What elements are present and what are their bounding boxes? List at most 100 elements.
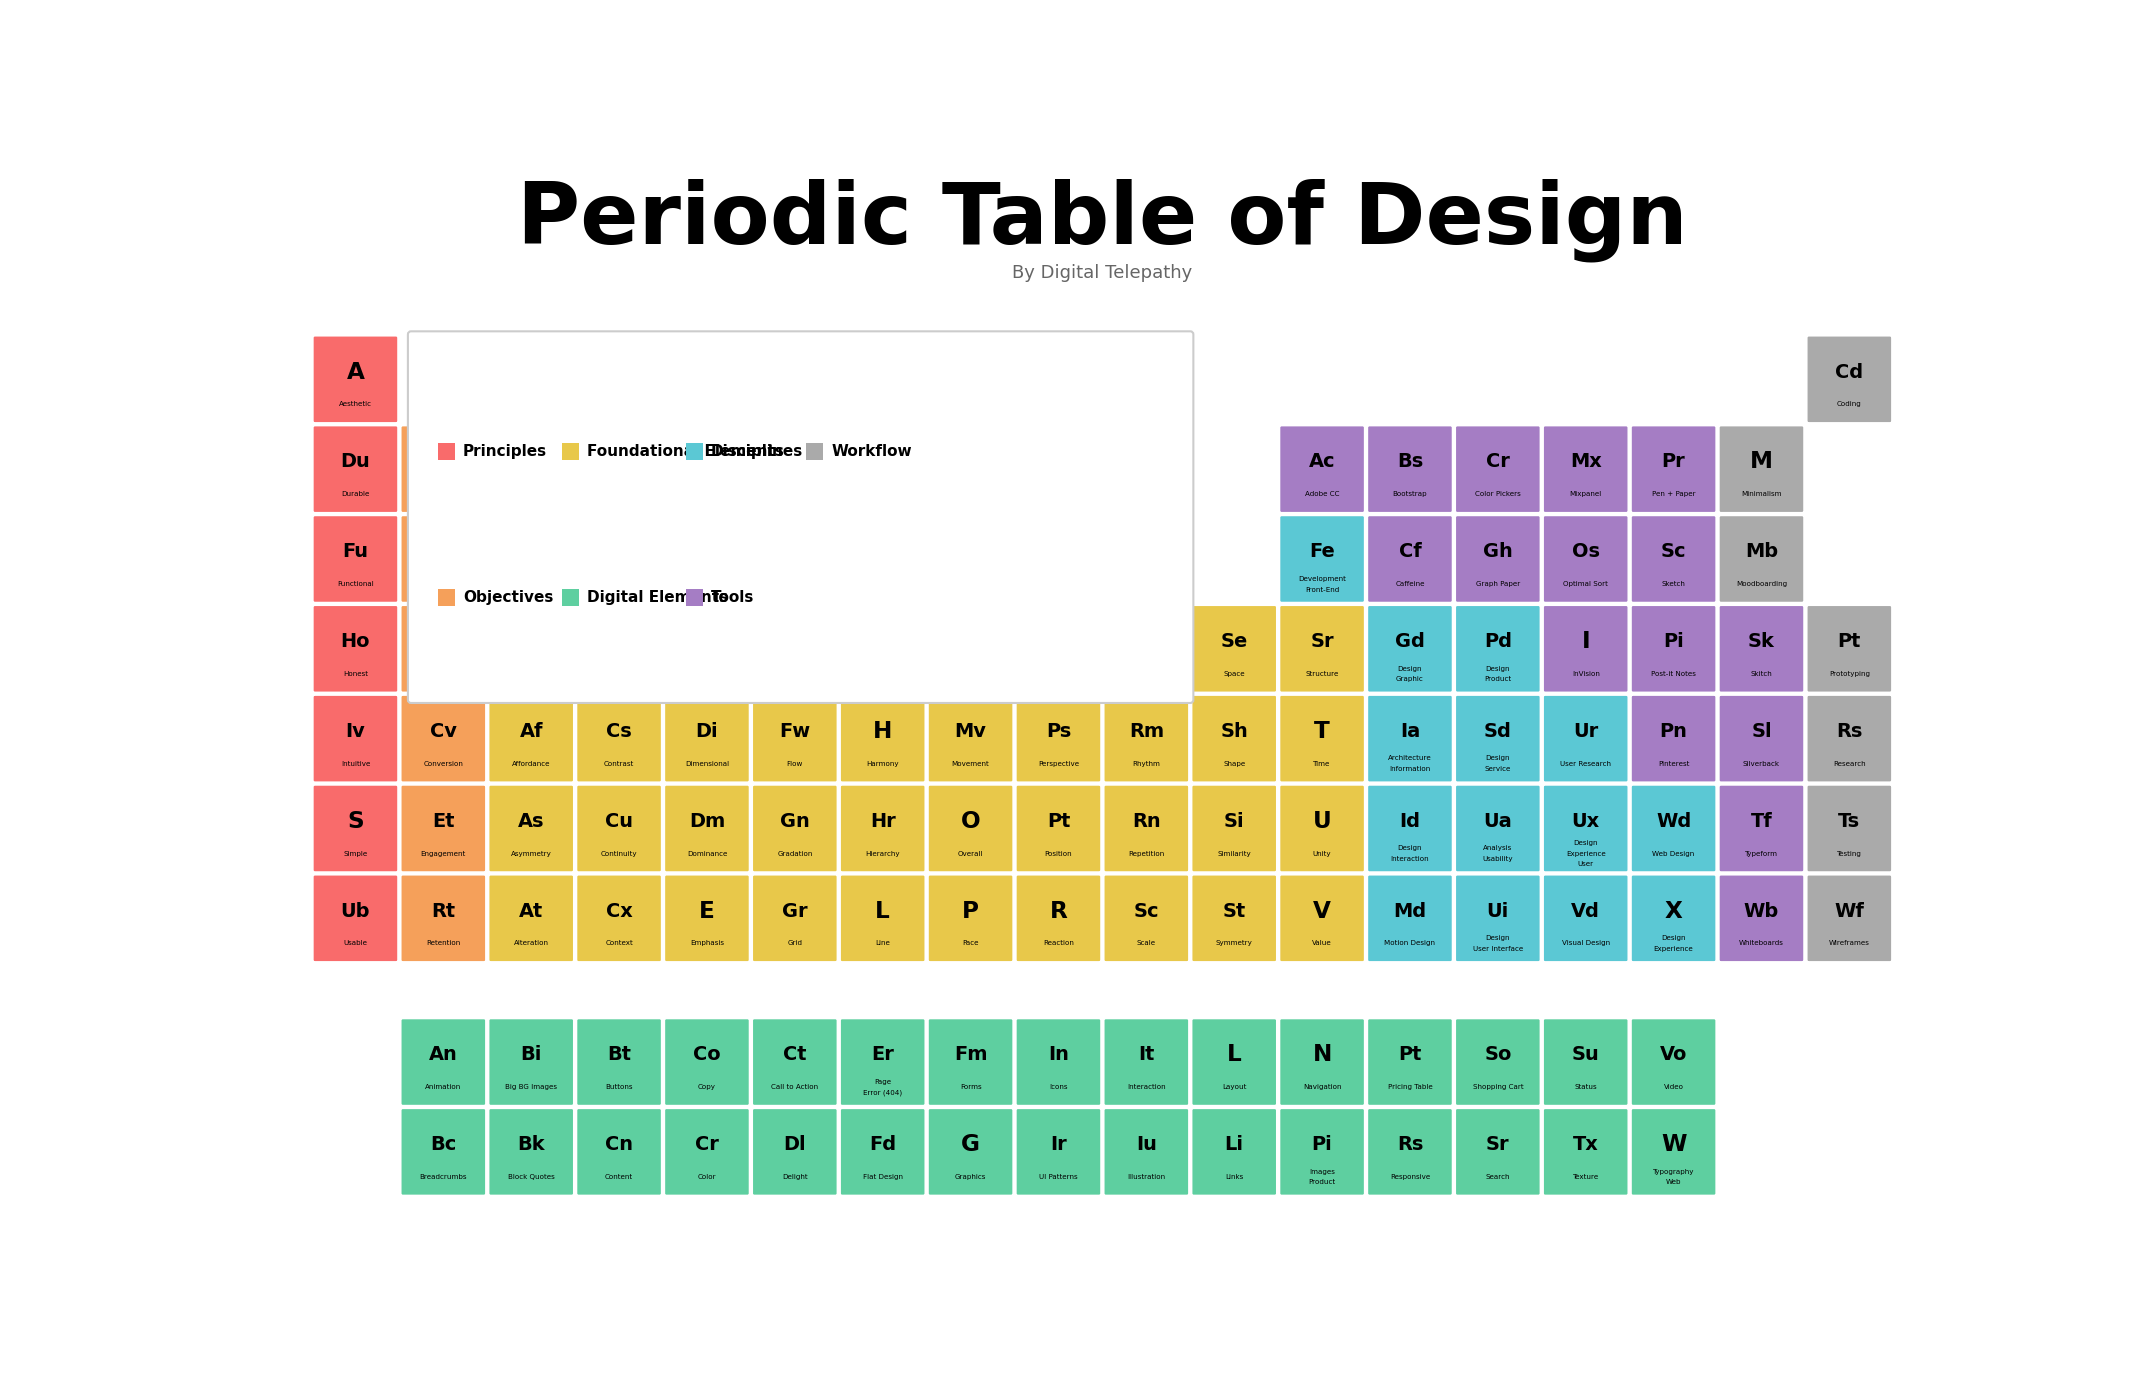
Text: Buttons: Buttons	[604, 1085, 632, 1090]
Text: Experience: Experience	[1654, 946, 1693, 951]
Text: Product: Product	[1484, 676, 1512, 682]
Text: Et: Et	[432, 811, 454, 830]
Text: Rhythm: Rhythm	[1131, 760, 1159, 767]
Text: D: D	[697, 630, 716, 653]
FancyBboxPatch shape	[839, 1018, 925, 1107]
FancyBboxPatch shape	[1192, 1108, 1278, 1196]
Text: An: An	[428, 1045, 458, 1064]
Text: Unity: Unity	[1312, 851, 1331, 857]
Text: Links: Links	[1226, 1174, 1243, 1180]
Text: Post-it Notes: Post-it Notes	[1652, 671, 1695, 676]
Text: Li: Li	[1224, 1136, 1243, 1154]
FancyBboxPatch shape	[1542, 425, 1628, 513]
FancyBboxPatch shape	[839, 605, 925, 693]
FancyBboxPatch shape	[1542, 605, 1628, 693]
Text: User Interface: User Interface	[1473, 946, 1523, 951]
FancyBboxPatch shape	[1366, 1108, 1454, 1196]
Text: User: User	[1577, 861, 1594, 868]
Text: Workflow: Workflow	[830, 444, 912, 459]
Text: Iv: Iv	[346, 722, 366, 741]
FancyBboxPatch shape	[400, 1108, 486, 1196]
Text: Durable: Durable	[342, 491, 370, 498]
Text: Dominance: Dominance	[686, 851, 727, 857]
FancyBboxPatch shape	[1103, 874, 1190, 962]
Text: Scale: Scale	[1136, 941, 1155, 946]
Text: Du: Du	[340, 452, 370, 472]
Text: Typeform: Typeform	[1744, 851, 1779, 857]
Text: Bs: Bs	[1396, 452, 1424, 472]
Text: Fw: Fw	[779, 722, 811, 741]
Text: Texture: Texture	[1572, 1174, 1598, 1180]
Text: Big BG Images: Big BG Images	[505, 1085, 557, 1090]
Text: Pt: Pt	[1398, 1045, 1422, 1064]
FancyBboxPatch shape	[1366, 605, 1454, 693]
Text: Design: Design	[1661, 935, 1686, 941]
Text: Sk: Sk	[1749, 632, 1775, 652]
FancyBboxPatch shape	[1630, 784, 1716, 873]
FancyBboxPatch shape	[400, 694, 486, 782]
Text: Sh: Sh	[1220, 722, 1248, 741]
Text: Sc: Sc	[1134, 902, 1159, 921]
FancyBboxPatch shape	[927, 605, 1013, 693]
Text: At: At	[518, 902, 544, 921]
FancyBboxPatch shape	[312, 605, 398, 693]
Text: Tools: Tools	[712, 590, 755, 605]
Text: Graph Paper: Graph Paper	[1476, 582, 1521, 587]
Text: S: S	[346, 810, 364, 833]
FancyBboxPatch shape	[488, 1108, 574, 1196]
FancyBboxPatch shape	[1280, 514, 1366, 604]
Text: Sl: Sl	[1751, 722, 1772, 741]
Text: Ac: Ac	[1308, 452, 1336, 472]
Text: Service: Service	[1484, 766, 1510, 773]
Text: Ux: Ux	[1572, 811, 1600, 830]
FancyBboxPatch shape	[927, 784, 1013, 873]
FancyBboxPatch shape	[1630, 1018, 1716, 1107]
FancyBboxPatch shape	[1103, 694, 1190, 782]
FancyBboxPatch shape	[561, 588, 579, 606]
Text: Breadcrumbs: Breadcrumbs	[419, 1174, 467, 1180]
Text: Delight: Delight	[783, 1174, 807, 1180]
Text: Error (404): Error (404)	[863, 1089, 901, 1096]
Text: Reaction: Reaction	[1043, 941, 1073, 946]
FancyBboxPatch shape	[1103, 784, 1190, 873]
Text: St: St	[1222, 902, 1245, 921]
Text: Vo: Vo	[1661, 1045, 1686, 1064]
Text: T: T	[1314, 720, 1329, 742]
FancyBboxPatch shape	[1807, 336, 1893, 424]
Text: Motion Design: Motion Design	[1385, 941, 1435, 946]
Text: Cd: Cd	[1835, 363, 1863, 382]
Text: L: L	[1226, 1044, 1241, 1067]
Text: Whiteboards: Whiteboards	[1738, 941, 1783, 946]
Text: Iu: Iu	[1136, 1136, 1157, 1154]
Text: Pr: Pr	[1663, 452, 1686, 472]
Text: Ui: Ui	[1486, 902, 1510, 921]
Text: Di: Di	[695, 722, 718, 741]
Text: Pi: Pi	[1663, 632, 1684, 652]
FancyBboxPatch shape	[439, 588, 456, 606]
Text: Copy: Copy	[697, 1085, 716, 1090]
Text: Adobe CC: Adobe CC	[1306, 491, 1340, 498]
Text: N: N	[1312, 1044, 1331, 1067]
Text: Ia: Ia	[1400, 722, 1420, 741]
Text: Front-End: Front-End	[1306, 587, 1340, 593]
FancyBboxPatch shape	[400, 1018, 486, 1107]
Text: Research: Research	[1833, 760, 1865, 767]
Text: Rd: Rd	[1131, 632, 1162, 652]
Text: Objectives: Objectives	[462, 590, 553, 605]
Text: Tx: Tx	[1572, 1136, 1598, 1154]
Text: A: A	[346, 360, 364, 384]
Text: Graphics: Graphics	[955, 1174, 987, 1180]
Text: Abstraction: Abstraction	[512, 671, 551, 676]
Text: Optimal Sort: Optimal Sort	[1564, 582, 1609, 587]
Text: B: B	[611, 630, 628, 653]
FancyBboxPatch shape	[1807, 874, 1893, 962]
FancyBboxPatch shape	[1719, 605, 1805, 693]
Text: Information: Information	[1390, 766, 1430, 773]
FancyBboxPatch shape	[1630, 694, 1716, 782]
Text: Position: Position	[1045, 851, 1071, 857]
Text: Wf: Wf	[1835, 902, 1865, 921]
Text: Sc: Sc	[1661, 542, 1686, 561]
FancyBboxPatch shape	[1542, 1108, 1628, 1196]
Text: Hierarchy: Hierarchy	[865, 851, 899, 857]
Text: Usable: Usable	[344, 941, 368, 946]
